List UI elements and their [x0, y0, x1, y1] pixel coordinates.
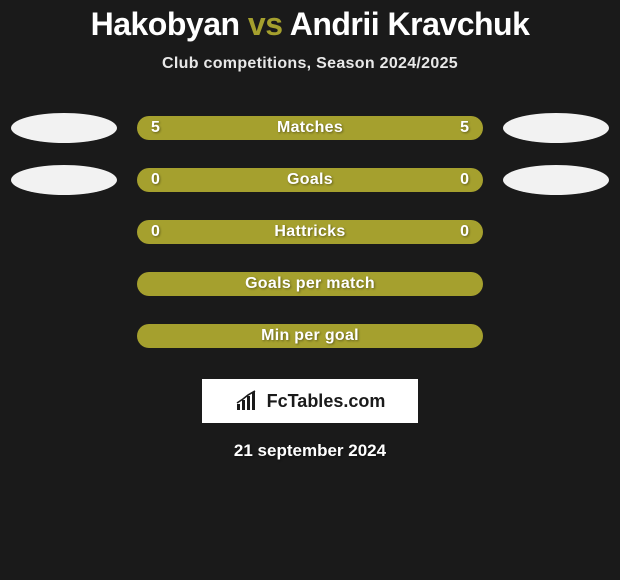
stat-left-value: 0	[151, 171, 160, 189]
stat-row: Goals per match	[0, 269, 620, 299]
stat-bar: 5 Matches 5	[137, 116, 483, 140]
date-label: 21 september 2024	[0, 441, 620, 461]
player1-name: Hakobyan	[91, 6, 240, 42]
stat-rows: 5 Matches 5 0 Goals 0 0 Hattricks 0 Goals per mat…	[0, 113, 620, 351]
right-ellipse	[503, 217, 609, 247]
player2-name: Andrii Kravchuk	[290, 6, 530, 42]
left-ellipse	[11, 269, 117, 299]
right-ellipse	[503, 165, 609, 195]
stat-row: 0 Goals 0	[0, 165, 620, 195]
stat-label: Hattricks	[274, 223, 345, 241]
stat-left-value: 5	[151, 119, 160, 137]
page-title: Hakobyan vs Andrii Kravchuk	[0, 0, 620, 43]
stat-bar: Min per goal	[137, 324, 483, 348]
stat-label: Goals per match	[245, 275, 375, 293]
left-ellipse	[11, 321, 117, 351]
stat-right-value: 0	[460, 223, 469, 241]
stat-label: Matches	[277, 119, 343, 137]
left-ellipse	[11, 217, 117, 247]
stat-bar: 0 Goals 0	[137, 168, 483, 192]
stat-right-value: 5	[460, 119, 469, 137]
vs-separator: vs	[248, 6, 283, 42]
stat-left-value: 0	[151, 223, 160, 241]
source-badge: FcTables.com	[202, 379, 418, 423]
stat-label: Min per goal	[261, 327, 359, 345]
subtitle: Club competitions, Season 2024/2025	[0, 55, 620, 73]
left-ellipse	[11, 113, 117, 143]
stat-row: 5 Matches 5	[0, 113, 620, 143]
stat-bar: Goals per match	[137, 272, 483, 296]
stat-bar: 0 Hattricks 0	[137, 220, 483, 244]
stat-label: Goals	[287, 171, 333, 189]
stat-row: Min per goal	[0, 321, 620, 351]
stat-row: 0 Hattricks 0	[0, 217, 620, 247]
chart-icon	[235, 390, 261, 412]
right-ellipse	[503, 113, 609, 143]
stat-right-value: 0	[460, 171, 469, 189]
source-badge-text: FcTables.com	[267, 391, 386, 412]
right-ellipse	[503, 321, 609, 351]
left-ellipse	[11, 165, 117, 195]
right-ellipse	[503, 269, 609, 299]
